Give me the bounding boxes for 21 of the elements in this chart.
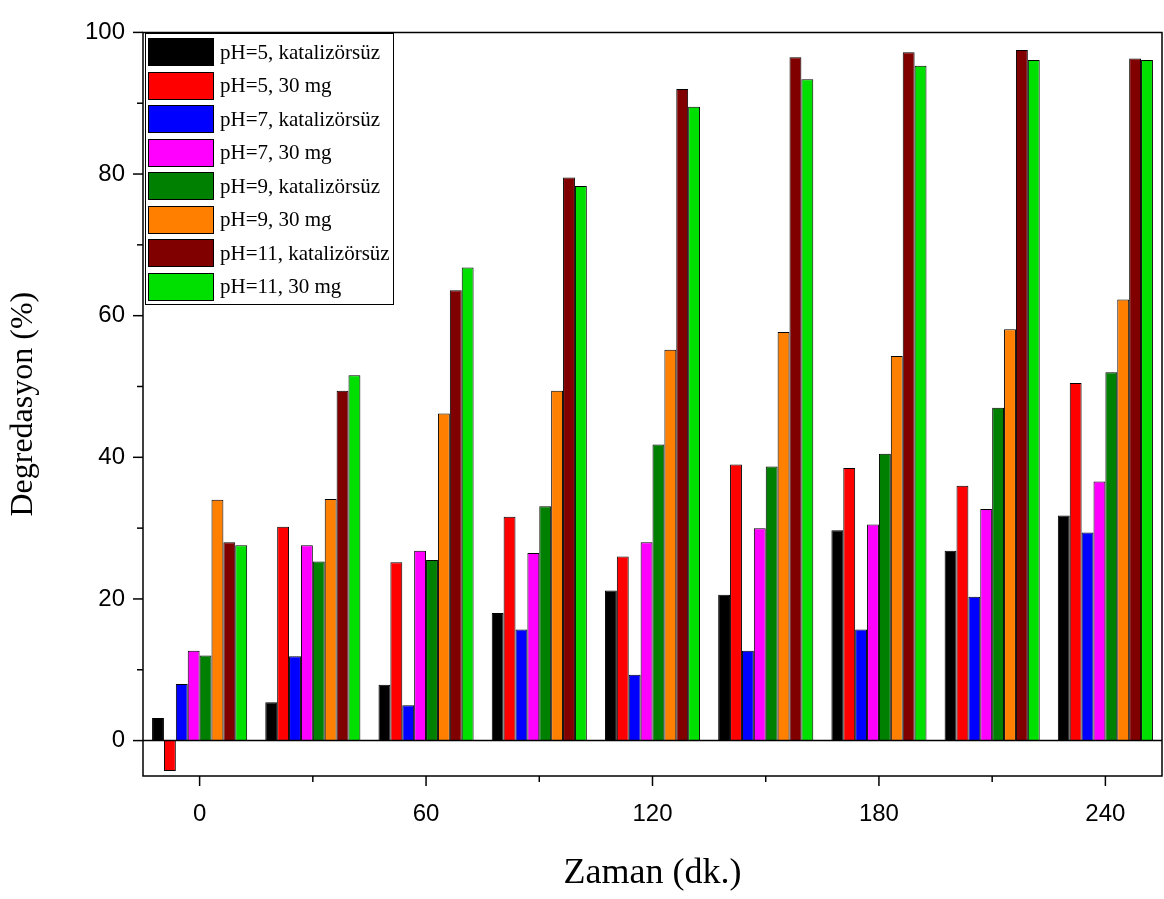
x-axis-title: Zaman (dk.) bbox=[563, 850, 742, 891]
y-tick-label: 60 bbox=[98, 300, 125, 328]
y-tick-label: 80 bbox=[98, 158, 125, 186]
y-tick-label: 100 bbox=[84, 17, 125, 45]
legend-label: pH=7, 30 mg bbox=[220, 140, 332, 166]
y-tick-label: 20 bbox=[98, 583, 125, 611]
legend-label: pH=11, 30 mg bbox=[220, 274, 342, 300]
x-tick-label: 60 bbox=[412, 799, 440, 827]
x-tick-label: 240 bbox=[1085, 799, 1126, 827]
y-axis-title: Degredasyon (%) bbox=[2, 291, 39, 517]
y-tick-label: 40 bbox=[98, 441, 125, 469]
legend-label: pH=9, katalizörsüz bbox=[220, 173, 380, 199]
legend-label: pH=11, katalizörsüz bbox=[220, 240, 390, 266]
legend-label: pH=7, katalizörsüz bbox=[220, 106, 380, 132]
x-tick-label: 120 bbox=[632, 799, 673, 827]
legend-label: pH=9, 30 mg bbox=[220, 207, 332, 233]
x-tick-label: 180 bbox=[858, 799, 899, 827]
legend-label: pH=5, 30 mg bbox=[220, 73, 332, 99]
x-tick-label: 0 bbox=[192, 799, 207, 827]
y-tick-label: 0 bbox=[111, 725, 125, 753]
legend-label: pH=5, katalizörsüz bbox=[220, 39, 380, 65]
